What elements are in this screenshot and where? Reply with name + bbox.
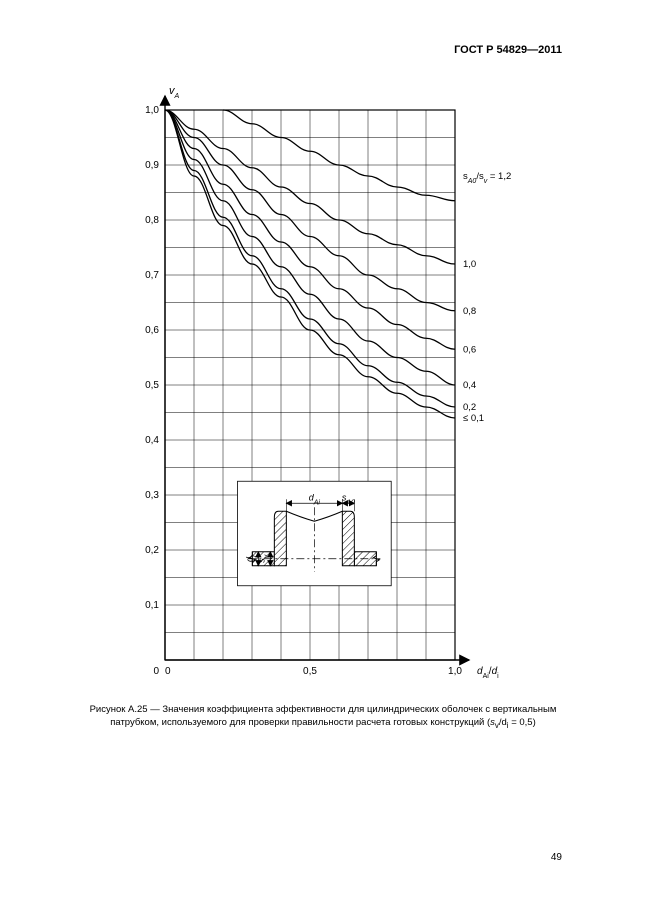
- svg-text:0,9: 0,9: [145, 160, 159, 171]
- caption-line1: Значения коэффициента эффективности для …: [162, 704, 556, 715]
- chart-svg: 0,1 0,2 0,3 0,4 0,5 0,6 0,7 0,8 0,9 1,0 0 0,5 1,0 0 vA…: [120, 80, 560, 680]
- svg-text:1,0: 1,0: [463, 259, 476, 270]
- caption-slash-d: /d: [499, 717, 507, 728]
- svg-text:0: 0: [165, 666, 171, 677]
- figure-caption: Рисунок А.25 — Значения коэффициента эфф…: [70, 704, 576, 731]
- svg-text:0,1: 0,1: [145, 600, 159, 611]
- svg-text:0,4: 0,4: [145, 435, 159, 446]
- svg-text:0,7: 0,7: [145, 270, 159, 281]
- svg-text:0,4: 0,4: [463, 380, 476, 391]
- svg-text:dAi/di: dAi/di: [477, 666, 499, 680]
- page: ГОСТ Р 54829—2011 0,10,20,30,40,50,60,70…: [0, 0, 646, 913]
- caption-prefix: Рисунок А.25 —: [90, 704, 163, 715]
- svg-text:0,6: 0,6: [463, 344, 476, 355]
- caption-tail: = 0,5): [509, 717, 536, 728]
- svg-text:1,0: 1,0: [145, 105, 159, 116]
- document-standard-code: ГОСТ Р 54829—2011: [454, 44, 562, 56]
- page-number: 49: [551, 852, 562, 863]
- svg-text:0,2: 0,2: [145, 545, 159, 556]
- svg-text:0,2: 0,2: [463, 402, 476, 413]
- svg-text:0: 0: [153, 666, 159, 677]
- caption-line2a: патрубком, используемого для проверки пр…: [110, 717, 490, 728]
- svg-text:0,5: 0,5: [303, 666, 317, 677]
- svg-text:≤ 0,1: ≤ 0,1: [463, 413, 484, 424]
- svg-text:1,0: 1,0: [448, 666, 462, 677]
- svg-text:0,5: 0,5: [145, 380, 159, 391]
- svg-text:0,8: 0,8: [145, 215, 159, 226]
- svg-text:vA: vA: [169, 85, 180, 100]
- svg-text:sA0/sv = 1,2: sA0/sv = 1,2: [463, 171, 511, 185]
- svg-text:0,3: 0,3: [145, 490, 159, 501]
- chart-container: 0,1 0,2 0,3 0,4 0,5 0,6 0,7 0,8 0,9 1,0 0 0,5 1,0 0 vA…: [120, 80, 560, 680]
- svg-text:0,8: 0,8: [463, 306, 476, 317]
- svg-text:0,6: 0,6: [145, 325, 159, 336]
